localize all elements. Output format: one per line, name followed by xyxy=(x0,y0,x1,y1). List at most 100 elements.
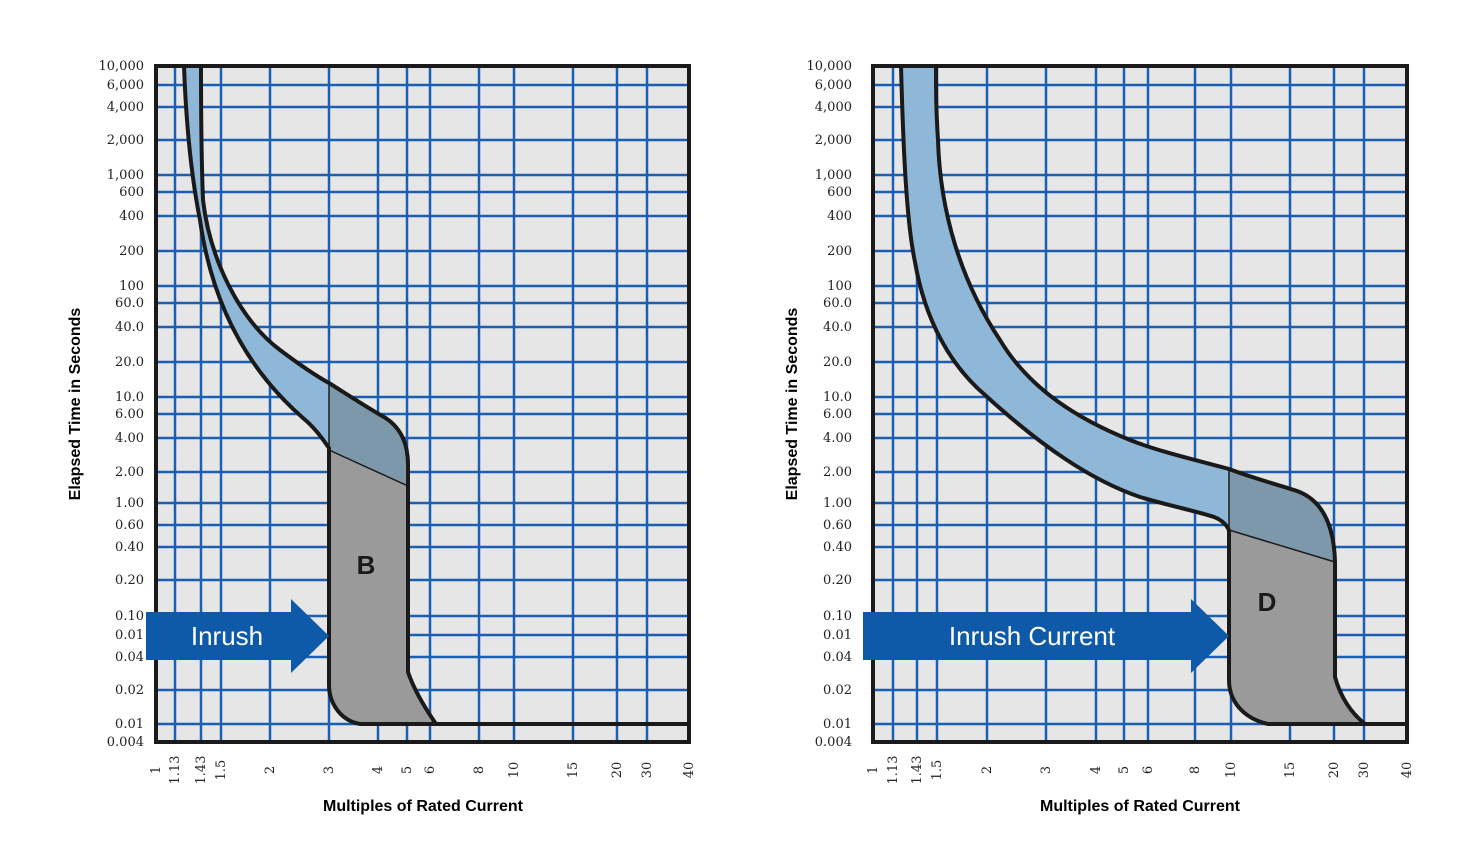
y-tick-label: 6.00 xyxy=(115,407,144,422)
x-tick-label: 5 xyxy=(1117,766,1132,774)
x-tick-label: 40 xyxy=(682,762,697,779)
y-tick-label: 0.02 xyxy=(823,683,852,698)
y-tick-label: 0.004 xyxy=(107,735,144,750)
magnetic-trip-zone xyxy=(1229,530,1365,724)
x-tick-label: 1.13 xyxy=(168,756,183,785)
inrush-arrow-label: Inrush xyxy=(191,621,263,651)
y-tick-label: 0.60 xyxy=(823,518,852,533)
x-tick-label: 15 xyxy=(566,762,581,779)
x-tick-label: 4 xyxy=(1089,766,1104,774)
y-tick-label: 1,000 xyxy=(107,168,144,183)
y-tick-labels: 10,000 6,000 4,000 2,000 1,000 600 400 200 100 60… xyxy=(99,59,145,750)
y-tick-label: 0.01 xyxy=(115,628,144,643)
y-tick-label: 100 xyxy=(827,279,852,294)
x-tick-label: 30 xyxy=(1357,762,1372,779)
y-tick-label: 0.01 xyxy=(823,628,852,643)
upper-trip-curve xyxy=(934,65,1407,726)
gridlines xyxy=(154,64,691,744)
y-tick-label: 600 xyxy=(119,185,144,200)
x-axis-label: Multiples of Rated Current xyxy=(323,798,524,815)
y-tick-label: 20.0 xyxy=(115,355,144,370)
inrush-arrow xyxy=(863,599,1229,673)
y-axis-label: Elapsed Time in Seconds xyxy=(67,308,84,501)
y-tick-label: 200 xyxy=(119,244,144,259)
y-tick-label: 400 xyxy=(119,209,144,224)
y-tick-label: 0.004 xyxy=(815,735,852,750)
y-tick-label: 0.40 xyxy=(115,540,144,555)
y-tick-label: 100 xyxy=(119,279,144,294)
x-tick-label: 2 xyxy=(263,766,278,774)
y-tick-label: 2,000 xyxy=(107,133,144,148)
x-tick-label: 1 xyxy=(149,766,164,774)
lower-trip-curve xyxy=(899,65,1365,726)
plot-frame xyxy=(154,64,691,744)
y-axis-label: Elapsed Time in Seconds xyxy=(784,308,801,501)
y-tick-label: 20.0 xyxy=(823,355,852,370)
x-tick-label: 1.43 xyxy=(910,756,925,785)
y-tick-label: 10.0 xyxy=(823,390,852,405)
x-tick-label: 2 xyxy=(980,766,995,774)
inrush-arrow xyxy=(146,599,329,673)
x-tick-label: 3 xyxy=(1039,766,1054,774)
y-tick-label: 4.00 xyxy=(823,431,852,446)
zone-letter: D xyxy=(1258,587,1277,617)
inrush-arrow-label: Inrush Current xyxy=(949,621,1116,651)
y-tick-label: 0.20 xyxy=(823,573,852,588)
y-tick-label: 400 xyxy=(827,209,852,224)
x-axis-label: Multiples of Rated Current xyxy=(1040,798,1241,815)
plot-frame xyxy=(871,64,1409,744)
y-tick-label: 0.04 xyxy=(823,650,852,665)
x-tick-label: 30 xyxy=(640,762,655,779)
y-tick-label: 2.00 xyxy=(823,465,852,480)
x-tick-label: 20 xyxy=(1327,762,1342,779)
y-tick-labels: 10,000 6,000 4,000 2,000 1,000 600 400 200 100 60… xyxy=(807,59,853,750)
y-tick-label: 2,000 xyxy=(815,133,852,148)
y-tick-label: 6,000 xyxy=(107,78,144,93)
y-tick-label: 1.00 xyxy=(115,496,144,511)
y-tick-label: 10,000 xyxy=(99,59,145,74)
x-tick-label: 5 xyxy=(400,766,415,774)
x-tick-label: 1.5 xyxy=(930,760,945,781)
y-tick-label: 0.02 xyxy=(115,683,144,698)
lower-trip-curve xyxy=(182,65,436,726)
x-tick-label: 8 xyxy=(472,766,487,774)
y-tick-label: 1.00 xyxy=(823,496,852,511)
x-tick-label: 10 xyxy=(507,762,522,779)
x-tick-label: 1.43 xyxy=(194,756,209,785)
upper-trip-curve xyxy=(199,65,689,726)
x-tick-label: 40 xyxy=(1400,762,1415,779)
x-tick-label: 10 xyxy=(1224,762,1239,779)
y-tick-label: 0.60 xyxy=(115,518,144,533)
zone-letter: B xyxy=(357,550,376,580)
magnetic-trip-upper-zone xyxy=(329,383,408,486)
x-tick-label: 20 xyxy=(610,762,625,779)
x-tick-label: 4 xyxy=(371,766,386,774)
y-tick-label: 0.10 xyxy=(823,609,852,624)
x-tick-label: 6 xyxy=(1141,766,1156,774)
y-tick-label: 0.40 xyxy=(823,540,852,555)
magnetic-trip-upper-zone xyxy=(1229,469,1335,562)
magnetic-trip-zone xyxy=(329,450,436,724)
x-tick-label: 1.13 xyxy=(886,756,901,785)
trip-curve-chart-b: B Inrush 10,0006,0004,0002,0001,00060040… xyxy=(67,59,697,815)
x-tick-label: 15 xyxy=(1283,762,1298,779)
y-tick-label: 0.20 xyxy=(115,573,144,588)
thermal-trip-band xyxy=(184,66,329,448)
y-tick-label: 0.01 xyxy=(823,717,852,732)
y-tick-label: 10.0 xyxy=(115,390,144,405)
magnetic-divider-diagonal xyxy=(328,449,409,487)
y-tick-label: 40.0 xyxy=(115,320,144,335)
magnetic-divider-diagonal xyxy=(1228,529,1336,563)
y-tick-label: 6.00 xyxy=(823,407,852,422)
y-tick-label: 6,000 xyxy=(815,78,852,93)
x-tick-label: 1 xyxy=(866,766,881,774)
x-tick-label: 3 xyxy=(322,766,337,774)
y-tick-label: 60.0 xyxy=(823,296,852,311)
y-tick-label: 200 xyxy=(827,244,852,259)
y-tick-label: 4,000 xyxy=(815,100,852,115)
y-tick-label: 4.00 xyxy=(115,431,144,446)
y-tick-label: 10,000 xyxy=(807,59,853,74)
y-tick-label: 4,000 xyxy=(107,100,144,115)
trip-curve-chart-d: D Inrush Current 10,000 6,000 4,000 2,000 1,… xyxy=(784,59,1415,815)
